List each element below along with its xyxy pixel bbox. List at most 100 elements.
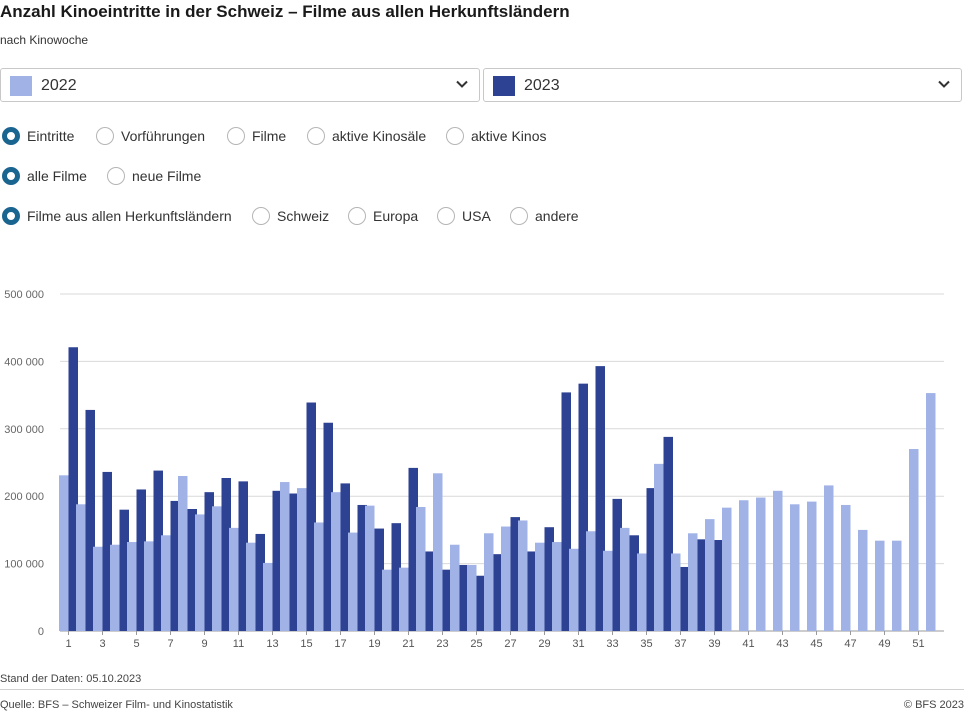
bar-2022-week-38 [688, 533, 698, 631]
year-select-2022[interactable]: 2022 [0, 68, 480, 102]
bar-2023-week-4 [119, 509, 129, 631]
page-title: Anzahl Kinoeintritte in der Schweiz – Fi… [0, 2, 570, 21]
bar-2022-week-45 [807, 501, 817, 631]
x-tick-label: 17 [334, 638, 346, 650]
bar-2023-week-33 [612, 498, 622, 631]
bar-2023-week-32 [595, 366, 605, 631]
radio-circle [2, 127, 20, 145]
x-tick-label: 21 [402, 638, 414, 650]
bar-2022-week-49 [875, 540, 885, 631]
bar-2023-week-1 [68, 347, 78, 631]
radio-label: aktive Kinosäle [332, 128, 427, 144]
radio-circle [307, 127, 325, 145]
radio-label: Schweiz [277, 208, 330, 224]
bar-2022-week-18 [348, 532, 358, 631]
chevron-down-icon [938, 80, 950, 88]
radio-circle [2, 167, 20, 185]
bar-2022-week-26 [484, 533, 494, 631]
bar-2022-week-44 [790, 504, 800, 631]
bar-2023-week-23 [442, 569, 452, 631]
bar-2023-week-15 [306, 402, 316, 631]
x-tick-label: 27 [504, 638, 516, 650]
bar-2022-week-5 [127, 542, 137, 631]
bar-2023-week-18 [357, 504, 367, 631]
series-swatch-2023 [493, 76, 515, 96]
radio-label: andere [535, 208, 579, 224]
footer-divider [0, 689, 964, 690]
bar-2023-week-34 [629, 535, 639, 631]
bar-2022-week-52 [926, 393, 936, 631]
bar-2022-week-21 [399, 567, 409, 631]
bar-2023-week-6 [153, 470, 163, 631]
bar-2022-week-13 [263, 562, 273, 631]
bar-2022-week-27 [501, 526, 511, 631]
bar-2022-week-19 [365, 505, 375, 631]
radio-circle [510, 207, 528, 225]
bar-2022-week-46 [824, 485, 834, 631]
chevron-down-icon [456, 80, 468, 88]
y-tick-label: 100 000 [4, 559, 44, 571]
radio-label: Europa [373, 208, 419, 224]
bar-2023-week-3 [102, 471, 112, 631]
bar-2022-week-30 [552, 542, 562, 631]
radio-label: USA [462, 208, 491, 224]
bar-2023-week-9 [204, 492, 214, 631]
bar-2023-week-16 [323, 422, 333, 631]
bar-2023-week-7 [170, 500, 180, 631]
bar-2023-week-29 [544, 527, 554, 631]
radio-circle [437, 207, 455, 225]
bar-2022-week-35 [637, 553, 647, 631]
radio-circle [2, 207, 20, 225]
year-select-label: 2022 [41, 77, 77, 94]
radio-label: alle Filme [27, 168, 87, 184]
bar-2022-week-32 [586, 531, 596, 631]
bar-2022-week-20 [382, 569, 392, 631]
bar-2023-week-10 [221, 478, 231, 631]
radio-circle [348, 207, 366, 225]
radio-label: Filme aus allen Herkunftsländern [27, 208, 232, 224]
radio-label: aktive Kinos [471, 128, 547, 144]
bar-2023-week-2 [85, 409, 95, 631]
page-subtitle: nach Kinowoche [0, 33, 89, 47]
radio-label: Eintritte [27, 128, 75, 144]
bar-2023-week-38 [697, 539, 707, 631]
radio-label: Filme [252, 128, 287, 144]
bar-2022-week-50 [892, 540, 902, 631]
bar-2022-week-40 [722, 507, 732, 631]
radio-circle [96, 127, 114, 145]
bar-2022-week-15 [297, 488, 307, 631]
year-select-2023[interactable]: 2023 [483, 68, 962, 102]
bar-2022-week-11 [229, 527, 239, 631]
x-tick-label: 15 [300, 638, 312, 650]
bar-2023-week-14 [289, 493, 299, 631]
bar-2022-week-28 [518, 520, 528, 631]
x-tick-label: 47 [844, 638, 856, 650]
x-tick-label: 51 [912, 638, 924, 650]
bar-2023-week-5 [136, 489, 146, 631]
bar-2023-week-21 [408, 467, 418, 631]
bar-2023-week-27 [510, 517, 520, 631]
bar-2022-week-37 [671, 553, 681, 631]
bar-2022-week-36 [654, 463, 664, 631]
bar-2022-week-29 [535, 542, 545, 631]
bar-2022-week-31 [569, 548, 579, 631]
bar-2022-week-9 [195, 514, 205, 631]
x-tick-label: 5 [133, 638, 139, 650]
bar-2022-week-14 [280, 482, 290, 631]
radio-circle [227, 127, 245, 145]
x-tick-label: 45 [810, 638, 822, 650]
bar-2022-week-7 [161, 535, 171, 631]
bar-2023-week-31 [578, 383, 588, 631]
bar-2022-week-42 [756, 497, 766, 631]
x-tick-label: 13 [266, 638, 278, 650]
x-tick-label: 9 [201, 638, 207, 650]
x-tick-label: 19 [368, 638, 380, 650]
bar-2022-week-47 [841, 504, 851, 631]
bar-2022-week-48 [858, 529, 868, 631]
bar-2022-week-24 [450, 544, 460, 631]
x-tick-label: 43 [776, 638, 788, 650]
bar-2022-week-17 [331, 492, 341, 631]
source-note: Quelle: BFS – Schweizer Film- und Kinost… [0, 699, 233, 711]
bar-2023-week-20 [391, 523, 401, 631]
bar-2023-week-39 [714, 540, 724, 631]
